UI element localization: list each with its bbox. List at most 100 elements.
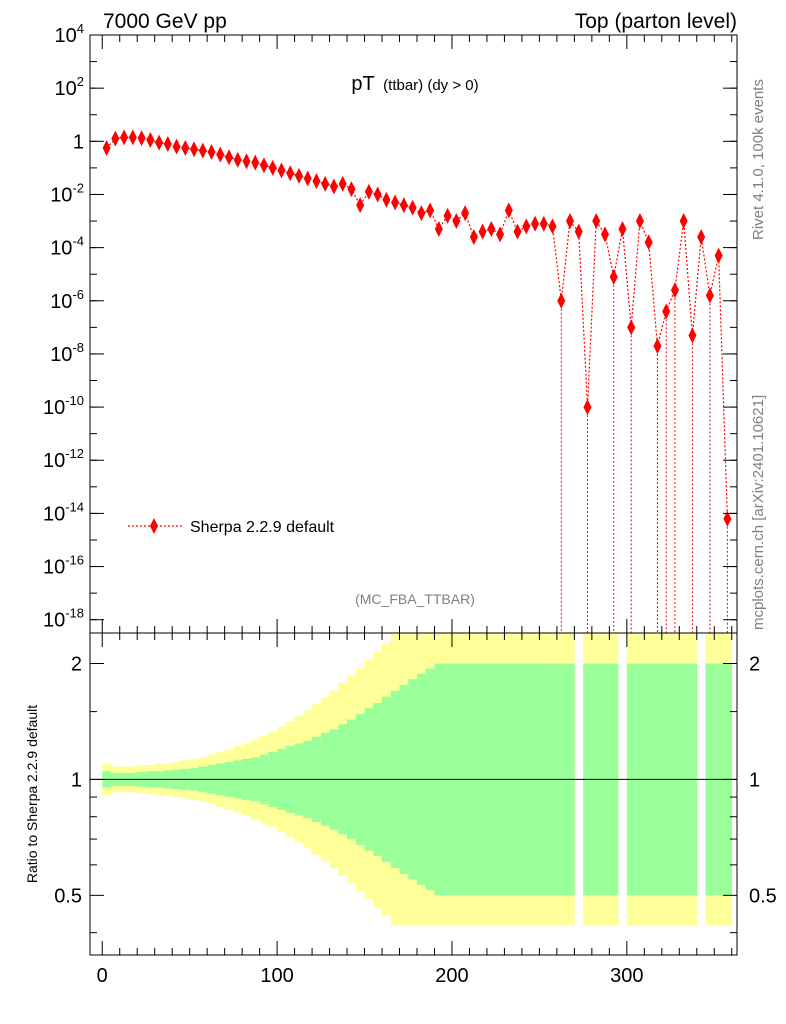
- series-point: [303, 170, 312, 187]
- main-ytick-label: 10-4: [50, 234, 84, 260]
- series-point: [662, 303, 671, 320]
- series-point: [618, 221, 627, 238]
- series-point: [102, 139, 111, 156]
- series-point: [137, 130, 146, 147]
- series-point: [443, 207, 452, 224]
- series-point: [627, 319, 636, 336]
- series-point: [111, 130, 120, 147]
- ratio-ytick-label: 0.5: [54, 885, 82, 907]
- series-point: [513, 223, 522, 240]
- ratio-ytick-label-right: 2: [749, 653, 760, 675]
- series-point: [259, 157, 268, 174]
- analysis-label: (MC_FBA_TTBAR): [355, 591, 475, 607]
- process-label: Top (parton level): [575, 10, 737, 33]
- ratio-xtick-label: 0: [97, 965, 108, 987]
- main-ytick-label: 104: [55, 21, 84, 47]
- series-point: [225, 149, 234, 166]
- series-point: [548, 218, 557, 235]
- series-point: [329, 178, 338, 195]
- main-frame: [89, 34, 738, 634]
- series-point: [592, 213, 601, 230]
- series-point: [373, 186, 382, 203]
- series-point: [434, 221, 443, 238]
- series-point: [697, 228, 706, 245]
- series-point: [181, 139, 190, 156]
- series-point: [522, 218, 531, 235]
- series-point: [635, 213, 644, 230]
- series-point: [356, 197, 365, 214]
- series-point: [426, 202, 435, 219]
- series-point: [207, 143, 216, 160]
- series-point: [557, 292, 566, 309]
- main-ytick-label: 10-2: [50, 180, 84, 206]
- ratio-xtick-label: 200: [435, 965, 468, 987]
- series-point: [609, 268, 618, 285]
- ratio-xtick-label: 100: [260, 965, 293, 987]
- main-ytick-label: 102: [55, 74, 84, 100]
- energy-label: 7000 GeV pp: [103, 10, 227, 33]
- series-point: [504, 202, 513, 219]
- legend: Sherpa 2.2.9 default: [128, 518, 335, 536]
- series-point: [399, 197, 408, 214]
- series-point: [487, 221, 496, 238]
- series-point: [452, 213, 461, 230]
- series-point: [277, 162, 286, 179]
- main-ytick-label: 10-18: [43, 606, 84, 632]
- series-point: [688, 327, 697, 344]
- series-point: [391, 194, 400, 211]
- series-point: [670, 282, 679, 299]
- series-point: [478, 223, 487, 240]
- series-point: [417, 205, 426, 222]
- rivet-label: Rivet 4.1.0, 100k events: [750, 79, 767, 240]
- main-ytick-label: 10-14: [43, 499, 84, 525]
- series-point: [251, 154, 260, 171]
- plot-title-main: pT: [351, 73, 374, 95]
- series-point: [408, 199, 417, 216]
- series-point: [294, 167, 303, 184]
- ratio-ylabel: Ratio to Sherpa 2.2.9 default: [24, 705, 40, 883]
- series-point: [679, 213, 688, 230]
- series-point: [216, 146, 225, 163]
- series-point: [469, 228, 478, 245]
- main-ytick-label: 1: [73, 131, 84, 153]
- series-point: [347, 181, 356, 198]
- series-point: [382, 191, 391, 208]
- series-point: [242, 153, 251, 170]
- legend-label: Sherpa 2.2.9 default: [190, 519, 335, 536]
- main-axes-group: 104 102 1 10-2 10-4 10-6 10-8 10-10 10-12 10-14 10…: [43, 21, 738, 634]
- main-ytick-label: 10-6: [50, 287, 84, 313]
- ratio-ytick-label: 2: [71, 653, 82, 675]
- series-point: [312, 173, 321, 190]
- main-ytick-label: 10-16: [43, 553, 84, 579]
- ratio-ytick-label: 1: [71, 769, 82, 791]
- ratio-axes-group: 0.5 0.5 1 1 2 2 0 100 200 300: [54, 632, 777, 987]
- series-point: [583, 399, 592, 416]
- ratio-ytick-label-right: 0.5: [749, 885, 777, 907]
- series-point: [128, 129, 137, 146]
- series-point: [705, 287, 714, 304]
- main-ytick-label: 10-10: [43, 393, 84, 419]
- main-series-group: [102, 129, 732, 633]
- series-point: [574, 223, 583, 240]
- series-point: [653, 337, 662, 354]
- mcplots-label: mcplots.cern.ch [arXiv:2401.10621]: [750, 395, 767, 630]
- series-point: [714, 247, 723, 264]
- series-point: [461, 205, 470, 222]
- series-point: [644, 234, 653, 251]
- series-point: [338, 175, 347, 192]
- ratio-xtick-label: 300: [610, 965, 643, 987]
- plot-title-sub: (ttbar) (dy > 0): [383, 77, 478, 94]
- series-point: [146, 131, 155, 148]
- series-point: [190, 141, 199, 158]
- legend-marker: [150, 518, 158, 534]
- series-point: [723, 510, 732, 527]
- series-point: [364, 183, 373, 200]
- series-point: [120, 129, 129, 146]
- series-point: [233, 151, 242, 168]
- plot-title: pT (ttbar) (dy > 0): [351, 73, 478, 95]
- main-ytick-label: 10-12: [43, 446, 84, 472]
- series-point: [268, 159, 277, 176]
- series-point: [600, 226, 609, 243]
- series-point: [566, 213, 575, 230]
